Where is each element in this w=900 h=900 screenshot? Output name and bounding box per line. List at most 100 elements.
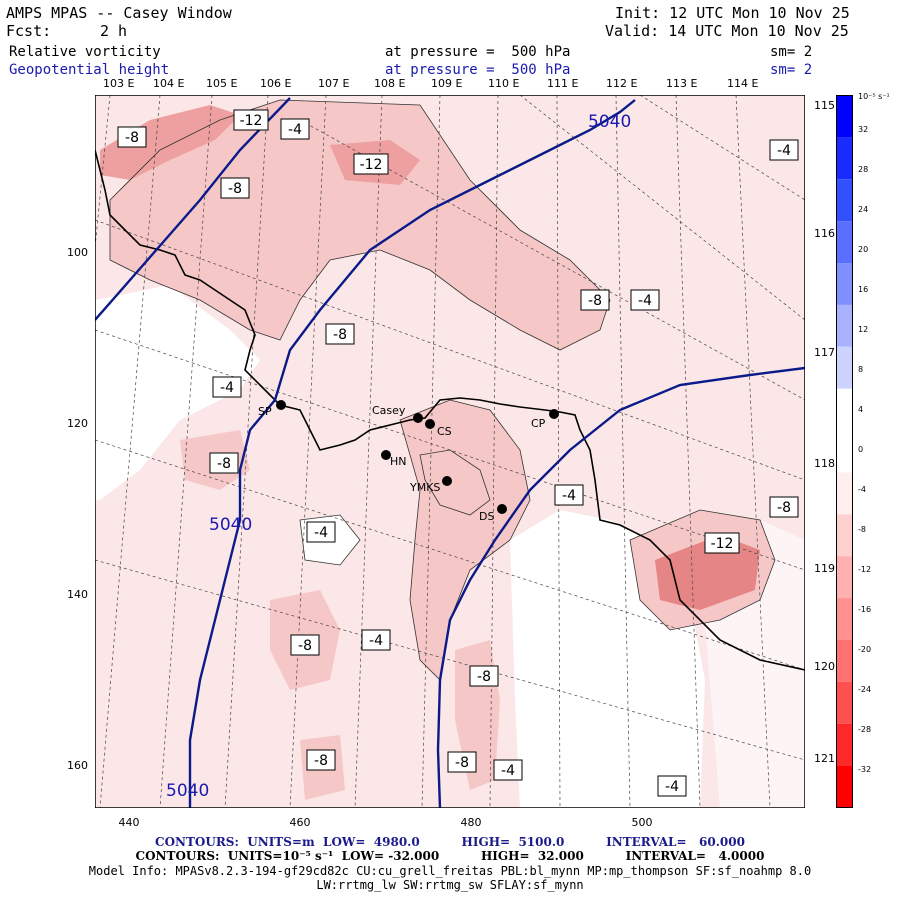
- x-tick-label: 480: [460, 816, 482, 829]
- footer-model-info-2: LW:rrtmg_lw SW:rrtmg_sw SFLAY:sf_mynn: [316, 878, 584, 892]
- vorticity-neutral-region: [95, 285, 260, 500]
- colorbar-segment: [836, 472, 853, 515]
- colorbar-segment: [836, 430, 853, 473]
- field2-smoothing: sm= 2: [770, 62, 813, 78]
- footer-model-info: Model Info: MPASv8.2.3-194-gf29cd82c CU:…: [88, 864, 812, 878]
- colorbar-segment: [836, 346, 853, 389]
- colorbar-tick-label: 24: [858, 205, 869, 214]
- svg-text:5040: 5040: [588, 112, 631, 132]
- svg-text:-8: -8: [217, 456, 231, 472]
- lon-label: 114 E: [727, 77, 759, 90]
- colorbar-segment: [836, 598, 853, 640]
- colorbar-unit: 10⁻⁵ s⁻¹: [858, 92, 890, 101]
- colorbar-segment: [836, 137, 853, 180]
- forecast-label: Fcst:: [6, 22, 52, 40]
- colorbar-segment: [836, 514, 853, 557]
- station-markers: [276, 400, 559, 514]
- colorbar-tick-label: -28: [858, 725, 872, 734]
- svg-text:-4: -4: [314, 525, 328, 541]
- lon-label: 108 E: [374, 77, 406, 90]
- graticule: [95, 95, 805, 808]
- colorbar-tick-label: 8: [858, 365, 864, 374]
- svg-text:-8: -8: [777, 500, 791, 516]
- field2-pressure: at pressure = 500 hPa: [385, 62, 571, 78]
- lon-label: 112 E: [606, 77, 638, 90]
- lon-label: 103 E: [103, 77, 135, 90]
- colorbar-segment: [836, 304, 853, 347]
- vorticity-region-moderate: [110, 100, 610, 350]
- x-tick-label: 440: [118, 816, 140, 829]
- station-label: SP: [258, 405, 272, 418]
- lon-label: 104 E: [153, 77, 185, 90]
- colorbar-tick-label: 32: [858, 125, 869, 134]
- svg-text:-8: -8: [455, 755, 469, 771]
- lon-label: 107 E: [318, 77, 350, 90]
- svg-text:-4: -4: [220, 380, 234, 396]
- colorbar-tick-label: 0: [858, 445, 864, 454]
- svg-text:5040: 5040: [166, 781, 209, 801]
- colorbar-tick-label: -24: [858, 685, 872, 694]
- vorticity-contour: [299, 514, 361, 566]
- colorbar-tick-label: 28: [858, 165, 869, 174]
- colorbar-segment: [836, 556, 853, 599]
- vorticity-region-strong: [100, 105, 240, 180]
- field1-smoothing: sm= 2: [770, 44, 813, 60]
- svg-text:-12: -12: [360, 157, 383, 173]
- station-label: HN: [390, 455, 407, 468]
- lon-label: 105 E: [206, 77, 238, 90]
- height-labels: 5040 5040 5040: [166, 112, 631, 801]
- svg-text:-8: -8: [588, 293, 602, 309]
- vorticity-contour: [419, 449, 491, 516]
- lon-label: 109 E: [431, 77, 463, 90]
- svg-text:-8: -8: [477, 669, 491, 685]
- svg-text:-4: -4: [665, 779, 679, 795]
- footer-height-contours: CONTOURS: UNITS=m LOW= 4980.0 HIGH= 5100…: [155, 835, 745, 849]
- x-tick-label: 500: [631, 816, 653, 829]
- lon-label: 110 E: [488, 77, 520, 90]
- svg-text:-4: -4: [288, 122, 302, 138]
- colorbar-tick-label: -12: [858, 565, 872, 574]
- y-tick-label: 160: [67, 759, 88, 772]
- station-label: CP: [531, 417, 546, 430]
- height-contour-5040: [436, 366, 805, 808]
- colorbar-segment: [836, 639, 853, 682]
- colorbar-segment: [836, 179, 853, 222]
- vorticity-labels: -8 -12 -4 -8 -12 -4 -8 -4 -8 -4 -4 -8 -4…: [117, 109, 799, 797]
- footer-vorticity-contours: CONTOURS: UNITS=10⁻⁵ s⁻¹ LOW= -32.000 HI…: [135, 849, 765, 863]
- colorbar-segment: [836, 765, 853, 808]
- y-tick-label: 140: [67, 588, 88, 601]
- forecast-value: 2 h: [100, 22, 128, 40]
- colorbar-tick-label: 4: [858, 405, 864, 414]
- coastline: [95, 149, 805, 671]
- svg-text:-4: -4: [369, 633, 383, 649]
- svg-text:-8: -8: [228, 181, 242, 197]
- colorbar-tick-label: 20: [858, 245, 869, 254]
- y-tick-label: 120: [67, 417, 88, 430]
- vorticity-contour: [109, 99, 611, 351]
- svg-text:-8: -8: [125, 130, 139, 146]
- y-tick-label: 100: [67, 246, 88, 259]
- chart-title: AMPS MPAS -- Casey Window: [6, 4, 232, 22]
- colorbar-tick-label: -16: [858, 605, 872, 614]
- svg-text:-4: -4: [501, 763, 515, 779]
- field2-name: Geopotential height: [9, 62, 170, 78]
- station-label: YMKS: [409, 481, 440, 494]
- colorbar-tick-label: 12: [858, 325, 869, 334]
- lon-label: 113 E: [666, 77, 698, 90]
- svg-text:-4: -4: [777, 143, 791, 159]
- valid-time: Valid: 14 UTC Mon 10 Nov 25: [605, 22, 849, 40]
- colorbar-segment: [836, 681, 853, 724]
- colorbar-segment: [836, 95, 853, 138]
- station-label: CS: [437, 425, 452, 438]
- colorbar-segment: [836, 221, 853, 264]
- svg-text:-12: -12: [240, 113, 263, 129]
- colorbar-segment: [836, 388, 853, 431]
- svg-text:-8: -8: [314, 753, 328, 769]
- height-contour-5040: [188, 99, 636, 808]
- station-label: DS: [479, 510, 494, 523]
- x-tick-label: 460: [289, 816, 311, 829]
- colorbar-tick-label: -20: [858, 645, 872, 654]
- svg-text:-8: -8: [298, 638, 312, 654]
- colorbar-tick-label: 16: [858, 285, 869, 294]
- svg-text:-4: -4: [638, 293, 652, 309]
